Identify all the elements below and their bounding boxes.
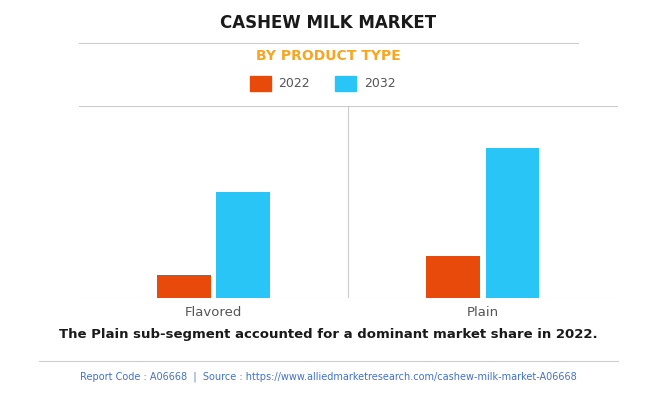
Bar [216,192,270,298]
Text: 2032: 2032 [364,77,396,90]
Text: The Plain sub-segment accounted for a dominant market share in 2022.: The Plain sub-segment accounted for a do… [59,328,598,341]
Text: BY PRODUCT TYPE: BY PRODUCT TYPE [256,49,401,63]
Bar [486,148,539,298]
Bar [157,275,211,298]
Text: Report Code : A06668  |  Source : https://www.alliedmarketresearch.com/cashew-mi: Report Code : A06668 | Source : https://… [80,371,577,382]
Bar [426,256,480,298]
Text: CASHEW MILK MARKET: CASHEW MILK MARKET [221,14,436,32]
Text: 2022: 2022 [279,77,310,90]
